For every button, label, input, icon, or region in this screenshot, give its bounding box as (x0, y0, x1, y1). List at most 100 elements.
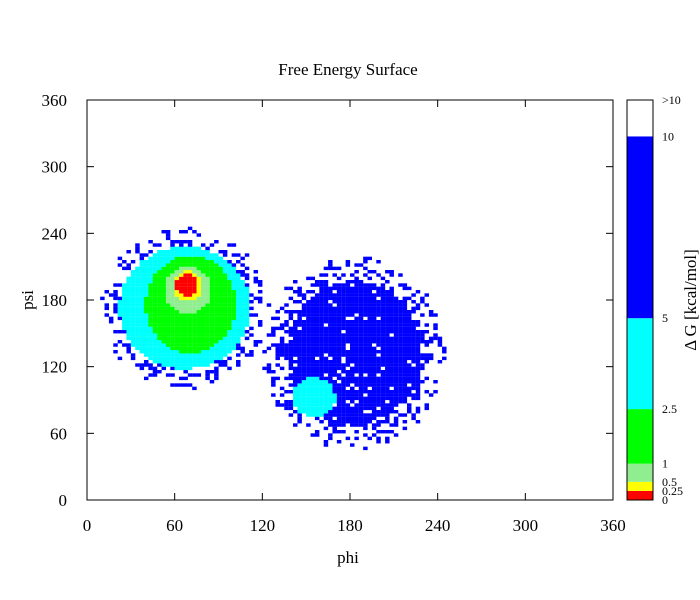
heatmap-cell (152, 373, 158, 377)
heatmap-cell (402, 383, 408, 387)
heatmap-cell (192, 363, 197, 367)
heatmap-cell (350, 396, 355, 401)
heatmap-cell (301, 306, 307, 311)
heatmap-cell (415, 353, 421, 357)
heatmap-cell (209, 350, 215, 354)
heatmap-cell (415, 333, 421, 337)
heatmap-cell (433, 336, 438, 341)
heatmap-cell (402, 296, 408, 301)
heatmap-cell (297, 353, 302, 357)
heatmap-cell (398, 373, 403, 377)
heatmap-cell (323, 393, 329, 397)
heatmap-cell (306, 306, 311, 311)
heatmap-cell (174, 320, 180, 324)
heatmap-cell (336, 416, 342, 421)
heatmap-cell (187, 310, 193, 314)
heatmap-cell (328, 413, 333, 417)
heatmap-cell (406, 296, 412, 301)
heatmap-cell (367, 353, 373, 357)
heatmap-cell (130, 330, 136, 334)
heatmap-cell (350, 400, 355, 404)
heatmap-cell (240, 270, 245, 274)
heatmap-cell (380, 343, 386, 347)
heatmap-cell (380, 333, 386, 337)
heatmap-cell (183, 303, 188, 307)
heatmap-cell (200, 326, 206, 331)
heatmap-cell (139, 290, 145, 294)
heatmap-cell (354, 396, 359, 401)
heatmap-cell (332, 333, 337, 337)
heatmap-cell (411, 396, 416, 401)
heatmap-cell (179, 363, 184, 367)
heatmap-cell (358, 300, 364, 304)
heatmap-cell (376, 360, 381, 364)
heatmap-cell (310, 326, 316, 331)
heatmap-cell (306, 323, 311, 327)
heatmap-cell (406, 336, 412, 341)
heatmap-cell (341, 370, 346, 374)
heatmap-cell (135, 300, 140, 304)
heatmap-cell (266, 363, 272, 367)
heatmap-cell (345, 380, 351, 384)
heatmap-cell (323, 406, 329, 411)
heatmap-cell (306, 403, 311, 407)
heatmap-cell (319, 326, 324, 331)
heatmap-cell (165, 300, 171, 304)
heatmap-cell (113, 330, 118, 334)
heatmap-cell (297, 376, 302, 381)
heatmap-cell (148, 353, 153, 357)
heatmap-cell (398, 350, 403, 354)
heatmap-cell (165, 353, 171, 357)
heatmap-cell (411, 376, 416, 381)
heatmap-cell (183, 326, 188, 331)
heatmap-cell (179, 376, 184, 381)
heatmap-cell (135, 290, 140, 294)
heatmap-cell (152, 270, 158, 274)
heatmap-cell (367, 413, 373, 417)
heatmap-cell (433, 380, 438, 384)
heatmap-cell (328, 386, 333, 391)
heatmap-cell (402, 346, 408, 351)
heatmap-cell (139, 253, 145, 257)
heatmap-cell (214, 283, 219, 287)
heatmap-cell (293, 380, 298, 384)
heatmap-cell (314, 343, 320, 347)
heatmap-cell (222, 310, 228, 314)
heatmap-cell (411, 366, 416, 371)
heatmap-cell (371, 323, 377, 327)
heatmap-cell (200, 353, 206, 357)
heatmap-cell (196, 353, 202, 357)
heatmap-cell (371, 386, 377, 391)
heatmap-cell (284, 400, 289, 404)
heatmap-cell (345, 290, 351, 294)
heatmap-cell (139, 346, 145, 351)
heatmap-cell (336, 410, 342, 414)
heatmap-cell (214, 296, 219, 301)
heatmap-cell (393, 420, 399, 424)
heatmap-cell (179, 270, 184, 274)
heatmap-cell (319, 346, 324, 351)
heatmap-cell (371, 350, 377, 354)
heatmap-cell (306, 326, 311, 331)
heatmap-cell (174, 363, 180, 367)
heatmap-cell (402, 420, 408, 424)
heatmap-cell (371, 293, 377, 297)
heatmap-cell (336, 350, 342, 354)
heatmap-cell (393, 386, 399, 391)
heatmap-cell (275, 343, 280, 347)
heatmap-cell (174, 343, 180, 347)
heatmap-cell (319, 306, 324, 311)
heatmap-cell (398, 320, 403, 324)
heatmap-cell (209, 243, 215, 247)
heatmap-cell (152, 333, 158, 337)
heatmap-cell (411, 300, 416, 304)
heatmap-cell (332, 380, 337, 384)
heatmap-cell (187, 270, 193, 274)
heatmap-cell (350, 413, 355, 417)
heatmap-cell (380, 363, 386, 367)
heatmap-cell (310, 290, 316, 294)
heatmap-cell (297, 293, 302, 297)
heatmap-cell (130, 260, 136, 264)
heatmap-cell (183, 363, 188, 367)
heatmap-cell (354, 280, 359, 284)
